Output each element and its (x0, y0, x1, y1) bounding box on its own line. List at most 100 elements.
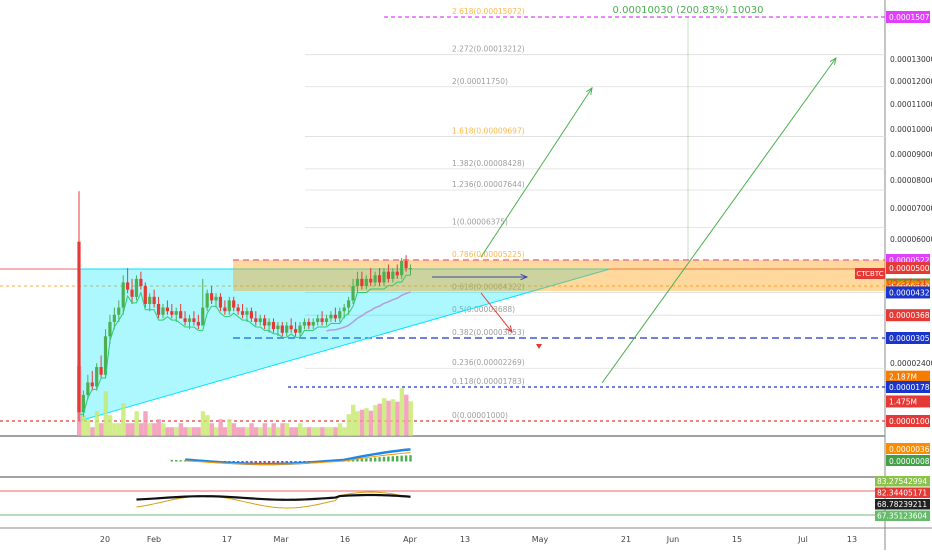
macd-badge (886, 455, 930, 466)
candle (156, 296, 161, 319)
candle-body (214, 296, 218, 301)
candle-body (400, 260, 404, 276)
price-badge (886, 381, 930, 393)
candle (77, 191, 81, 421)
candle (170, 303, 174, 319)
candle (249, 307, 253, 322)
volume-bar (90, 427, 95, 436)
macd-histogram-bar (267, 461, 271, 463)
rsi-badge (875, 487, 930, 498)
volume-bar (390, 399, 396, 436)
candle (223, 300, 227, 315)
volume-bar (116, 423, 122, 436)
candle-body (126, 282, 130, 290)
candle (382, 268, 386, 287)
price-tick-label: 0.00009000 (890, 150, 932, 159)
candle (99, 355, 103, 379)
candle (201, 278, 205, 326)
candle (240, 303, 245, 319)
candle (90, 370, 94, 391)
candle-body (280, 325, 284, 333)
time-tick-label: 13 (847, 535, 857, 544)
volume-bar (373, 405, 378, 436)
fib-level-label: 0.382(0.00003053) (452, 328, 525, 337)
time-axis[interactable]: 20 Feb 17 Mar 16 Apr 13 May 21 Jun 15 Jul 13 (100, 535, 857, 544)
macd-histogram-bar (409, 455, 412, 462)
candle (183, 311, 187, 326)
macd-histogram-bar (254, 461, 257, 463)
volume-bar (165, 427, 170, 436)
price-axis[interactable]: 0.00013000 0.00012000 0.00011000 0.00010000… (855, 11, 932, 521)
volume-bar (395, 401, 400, 436)
candle-body (130, 289, 134, 297)
volume-bar (324, 427, 329, 436)
macd-histogram-bar (236, 461, 240, 463)
price-badge (886, 332, 930, 344)
candle-body (170, 311, 174, 315)
candle (108, 314, 112, 344)
candle-body (408, 268, 413, 270)
up-arrow-head (829, 56, 837, 65)
candle (218, 293, 223, 312)
candle-body (360, 278, 364, 287)
candle (285, 321, 289, 337)
volume-bar (284, 423, 290, 436)
macd-histogram-bar (263, 461, 266, 463)
candle-body (293, 329, 298, 333)
fib-level-label: 1.236(0.00007644) (452, 180, 525, 189)
time-tick-label: May (532, 535, 549, 544)
rsi-badge (875, 510, 930, 521)
candles-layer[interactable] (77, 191, 413, 421)
macd-badge (886, 443, 930, 454)
volume-bar (253, 427, 259, 436)
volume-bar (298, 423, 303, 436)
candle-body (364, 278, 368, 287)
candle-body (240, 311, 245, 315)
fib-level-label: 0(0.00001000) (452, 411, 508, 420)
volume-bar (275, 427, 281, 436)
candle-body (86, 382, 90, 395)
candle-body (324, 318, 329, 322)
candle (400, 257, 404, 279)
fib-level-label: 0.236(0.00002269) (452, 358, 525, 367)
volume-bar (209, 423, 214, 436)
candle-body (386, 271, 390, 279)
candle (302, 318, 307, 330)
candle-body (316, 318, 320, 322)
candle-body (227, 300, 231, 312)
candle-body (112, 314, 116, 322)
volume-bar (399, 388, 405, 436)
candle (386, 264, 390, 283)
macd-histogram-bar (276, 461, 280, 463)
candle (324, 314, 329, 326)
candle (205, 289, 209, 312)
candle-body (333, 314, 337, 319)
volume-bar (346, 414, 352, 436)
volume-bar (306, 427, 312, 436)
time-tick-label: 17 (222, 535, 232, 544)
volume-bar (293, 427, 298, 436)
rsi-badge-label: 82.34405171 (877, 489, 927, 498)
volume-bar (351, 404, 356, 436)
macd-histogram-bar (281, 461, 284, 463)
candle-body (232, 300, 236, 308)
price-tick-label: 0.00011000 (890, 100, 932, 109)
candle (152, 289, 156, 308)
candle-body (377, 275, 382, 283)
candle-body (95, 367, 99, 387)
candle (134, 275, 139, 301)
macd-histogram-bar (391, 456, 395, 462)
rsi-badge-label: 68.78239211 (877, 500, 927, 509)
rsi-badge (875, 476, 930, 487)
candle (165, 300, 169, 315)
volume-layer (77, 366, 413, 436)
candle-body (289, 325, 293, 330)
down-marker (536, 344, 542, 349)
volume-bar (130, 423, 135, 436)
volume-bar (381, 398, 387, 436)
candle (391, 268, 395, 283)
candle-body (298, 325, 302, 333)
macd-badge-label: 0.00000088 (889, 457, 932, 466)
